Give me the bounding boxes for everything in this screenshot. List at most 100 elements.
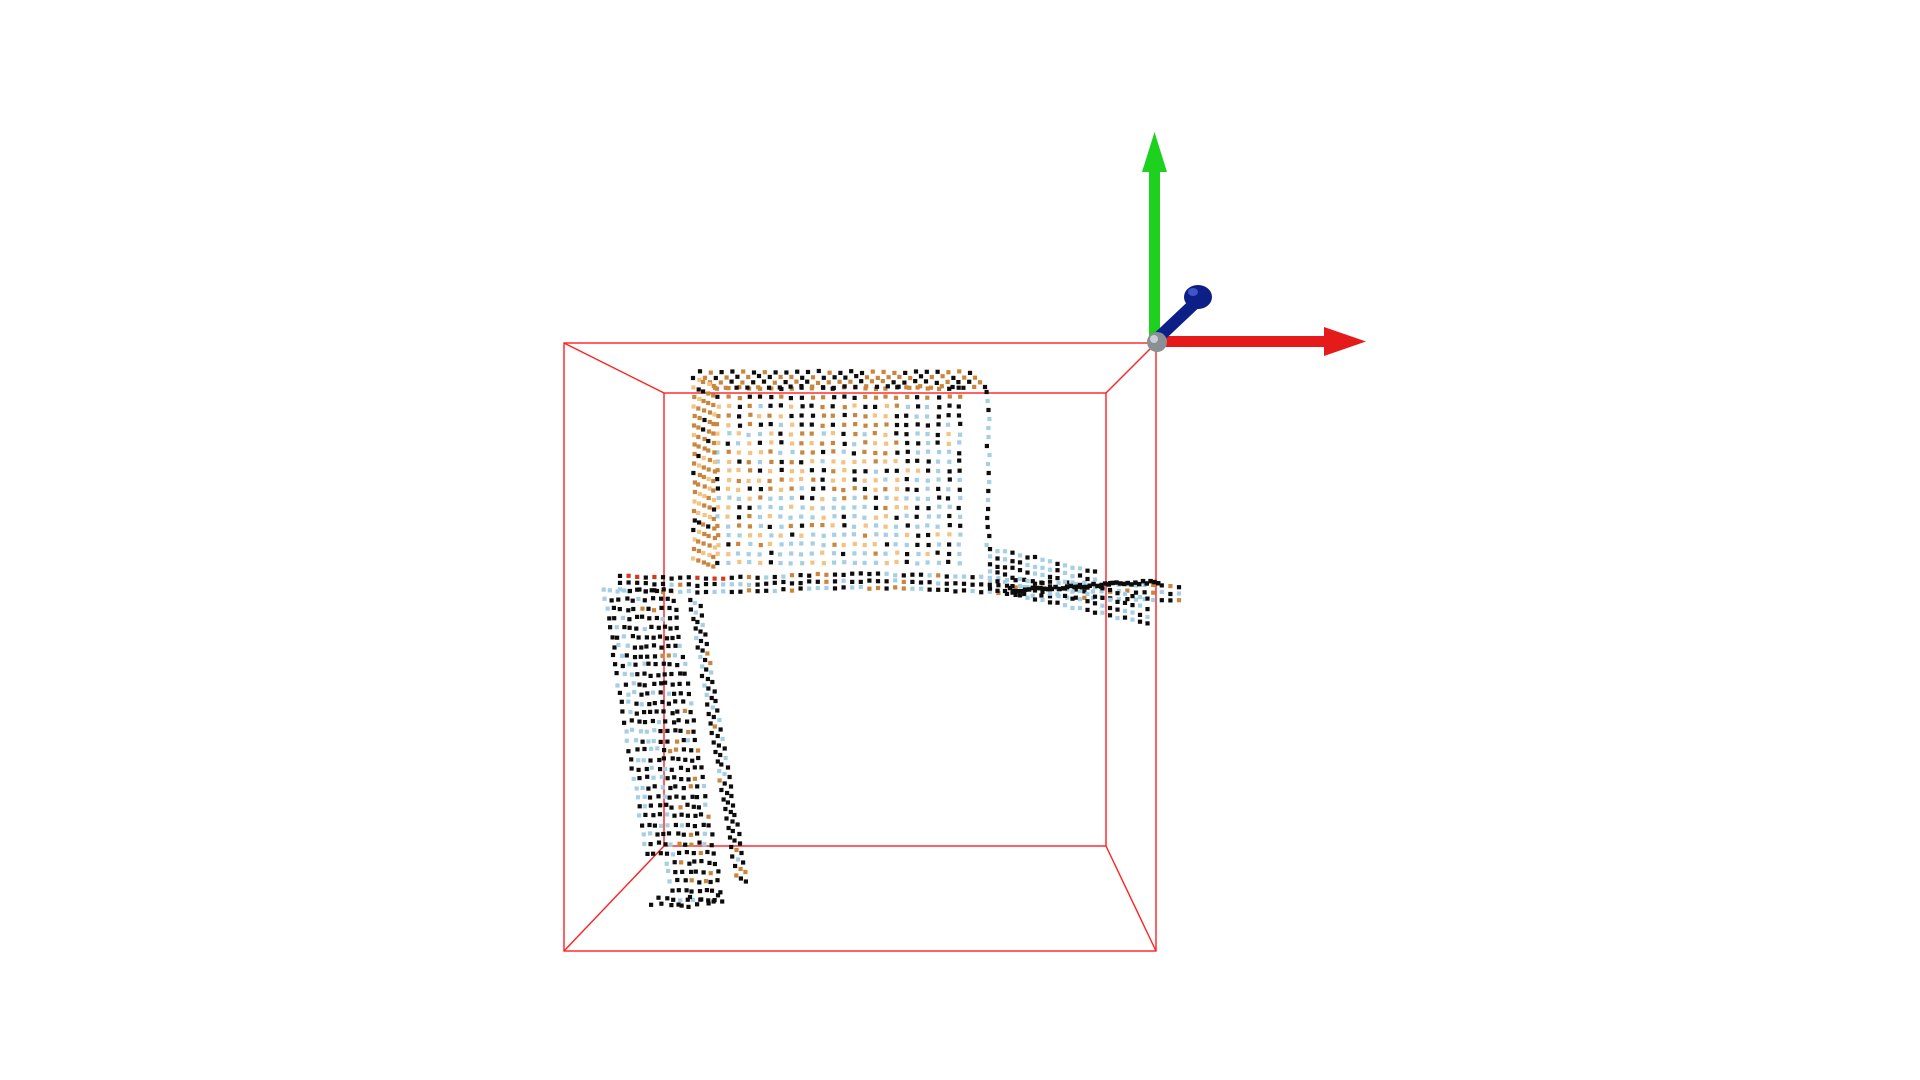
cloud-point <box>1115 599 1120 604</box>
cloud-point <box>737 841 743 846</box>
cloud-point <box>985 515 990 521</box>
cloud-point <box>884 403 890 409</box>
cloud-point <box>726 552 731 557</box>
cloud-point <box>821 543 826 548</box>
cloud-point <box>711 851 716 856</box>
cloud-point <box>716 543 721 548</box>
cloud-point <box>645 691 650 696</box>
cloud-point <box>645 774 650 779</box>
cloud-point <box>719 787 724 793</box>
cloud-point <box>615 635 620 640</box>
cloud-point <box>666 831 672 836</box>
cloud-point <box>1002 572 1008 577</box>
cloud-point <box>830 440 835 446</box>
cloud-point <box>677 681 682 686</box>
cloud-point <box>944 587 949 592</box>
cloud-point <box>904 496 909 501</box>
cloud-point <box>712 535 717 541</box>
cloud-point <box>936 560 942 565</box>
cloud-point <box>727 459 732 465</box>
cloud-point <box>830 523 835 528</box>
cloud-point <box>807 586 812 591</box>
cloud-point <box>848 379 853 384</box>
cloud-point <box>747 403 752 408</box>
cloud-point <box>684 850 689 855</box>
cloud-point <box>746 374 751 380</box>
cloud-point <box>703 802 708 807</box>
cloud-point <box>896 384 901 389</box>
cloud-point <box>679 812 684 817</box>
cloud-point <box>810 413 816 418</box>
cloud-point <box>722 781 727 786</box>
cloud-point <box>901 579 906 584</box>
cloud-point <box>647 616 652 621</box>
cloud-point <box>757 478 762 483</box>
cloud-point <box>711 393 716 398</box>
cloud-point <box>1061 586 1066 591</box>
xyz-axes-gizmo-icon[interactable] <box>1142 132 1366 356</box>
cloud-point <box>669 805 674 810</box>
cloud-point <box>724 375 729 380</box>
cloud-point <box>842 405 847 410</box>
cloud-point <box>646 786 651 791</box>
cloud-point <box>800 431 805 436</box>
cloud-point <box>1142 590 1147 595</box>
cloud-point <box>712 724 717 729</box>
cloud-point <box>701 465 706 470</box>
cloud-point <box>678 805 683 810</box>
cloud-point <box>987 452 992 458</box>
cloud-point <box>697 520 702 525</box>
cloud-point <box>707 514 712 520</box>
cloud-point <box>675 739 680 744</box>
cloud-point <box>958 532 963 537</box>
cloud-point <box>711 497 717 503</box>
z-axis-arrow[interactable] <box>1152 285 1212 344</box>
cloud-point <box>670 852 676 857</box>
cloud-point <box>736 450 741 455</box>
cloud-point <box>820 523 825 528</box>
cloud-point <box>695 583 700 588</box>
cloud-point <box>985 461 991 467</box>
cloud-point <box>925 386 930 391</box>
cloud-point <box>696 510 701 516</box>
cloud-point <box>925 560 930 565</box>
cloud-point <box>957 451 962 456</box>
cloud-point <box>1062 563 1068 568</box>
x-axis-arrow[interactable] <box>1157 327 1366 356</box>
cloud-point <box>656 720 662 725</box>
cloud-point <box>648 803 653 808</box>
cloud-point <box>986 407 991 413</box>
cloud-point <box>692 451 697 457</box>
cloud-point <box>608 625 613 630</box>
cloud-point <box>726 542 731 547</box>
cloud-point <box>778 374 783 380</box>
cloud-point <box>810 450 815 455</box>
cloud-point <box>712 581 717 587</box>
cloud-point <box>620 709 625 714</box>
cloud-point <box>1026 587 1032 592</box>
cloud-point <box>704 641 709 647</box>
y-axis-arrow[interactable] <box>1142 132 1167 342</box>
axes-origin-sphere[interactable] <box>1147 332 1167 352</box>
cloud-point <box>702 842 707 847</box>
cloud-point <box>707 486 712 491</box>
cloud-point <box>884 422 889 427</box>
cloud-point <box>852 551 857 556</box>
cloud-point <box>873 404 878 409</box>
cloud-point <box>773 370 778 375</box>
cloud-point <box>925 432 930 437</box>
cloud-point <box>914 477 919 483</box>
cloud-point <box>741 860 746 865</box>
cloud-point <box>852 514 857 519</box>
cloud-point <box>643 589 648 594</box>
cloud-point <box>671 897 676 902</box>
cloud-point <box>640 739 645 744</box>
cloud-point <box>693 610 698 615</box>
cloud-point <box>935 524 940 529</box>
cloud-point <box>907 385 912 390</box>
cloud-point <box>986 506 991 512</box>
cloud-point <box>701 389 706 394</box>
cloud-point <box>957 477 962 482</box>
